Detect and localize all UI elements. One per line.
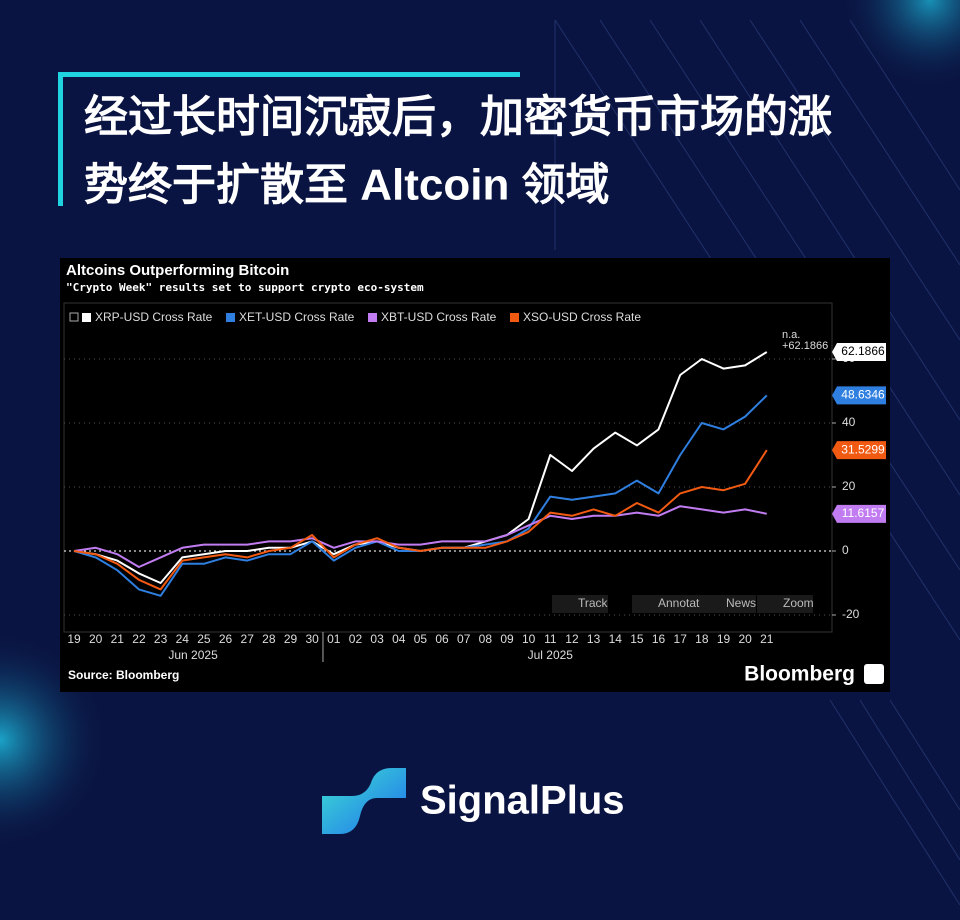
x-tick-label: 25 — [197, 632, 211, 646]
x-tick-label: 19 — [717, 632, 731, 646]
legend-label: XSO-USD Cross Rate — [523, 310, 641, 324]
x-group-label: Jun 2025 — [168, 648, 218, 662]
toolbar-label[interactable]: Annotate — [658, 596, 706, 610]
y-tick-label: 20 — [842, 479, 856, 493]
x-tick-label: 08 — [479, 632, 493, 646]
value-label: 31.5299 — [841, 442, 885, 456]
x-tick-label: 30 — [305, 632, 319, 646]
brand-icon — [864, 664, 884, 684]
y-tick-label: 40 — [842, 415, 856, 429]
legend-label: XET-USD Cross Rate — [239, 310, 355, 324]
x-tick-label: 27 — [241, 632, 255, 646]
x-tick-label: 17 — [674, 632, 688, 646]
annotation: n.a. — [782, 329, 800, 341]
legend-swatch — [510, 313, 519, 322]
x-tick-label: 20 — [738, 632, 752, 646]
x-tick-label: 24 — [176, 632, 190, 646]
annotation: +62.1866 — [782, 340, 828, 352]
y-tick-label: -20 — [842, 607, 860, 621]
value-label-box — [832, 504, 886, 523]
legend-swatch — [82, 313, 91, 322]
legend-toggle[interactable] — [69, 312, 79, 322]
x-tick-label: 16 — [652, 632, 666, 646]
x-tick-label: 06 — [435, 632, 449, 646]
source: Source: Bloomberg — [68, 668, 179, 682]
toolbar-label[interactable]: News — [726, 596, 756, 610]
value-label-box — [832, 441, 886, 460]
plot-frame — [63, 302, 833, 633]
x-group-label: Jul 2025 — [528, 648, 574, 662]
page-title: 势终于扩散至 Altcoin 领域 — [84, 161, 610, 210]
x-tick-label: 14 — [609, 632, 623, 646]
x-tick-label: 26 — [219, 632, 233, 646]
x-tick-label: 11 — [544, 632, 557, 646]
x-tick-label: 09 — [500, 632, 514, 646]
footer-brand: SignalPlus — [420, 779, 625, 823]
legend-swatch — [368, 313, 377, 322]
toolbar-button[interactable] — [632, 595, 710, 613]
x-tick-label: 23 — [154, 632, 168, 646]
x-tick-label: 13 — [587, 632, 601, 646]
value-label-box — [832, 386, 886, 405]
value-label: 62.1866 — [841, 344, 885, 358]
x-tick-label: 03 — [370, 632, 384, 646]
series-line — [73, 449, 768, 591]
x-tick-label: 18 — [695, 632, 709, 646]
page-title: 经过长时间沉寂后，加密货币市场的涨 — [84, 93, 832, 142]
toolbar-button[interactable] — [552, 595, 608, 613]
legend-label: XBT-USD Cross Rate — [381, 310, 497, 324]
toolbar-button[interactable] — [757, 595, 813, 613]
x-tick-label: 01 — [327, 632, 341, 646]
series-line — [73, 505, 767, 568]
glow — [840, 0, 960, 90]
x-tick-label: 02 — [349, 632, 363, 646]
x-tick-label: 21 — [760, 632, 774, 646]
toolbar-label[interactable]: Track — [578, 596, 609, 610]
x-tick-label: 20 — [89, 632, 103, 646]
legend-swatch — [226, 313, 235, 322]
value-label: 48.6346 — [841, 388, 885, 402]
brand: Bloomberg — [744, 663, 855, 686]
toolbar-label[interactable]: Zoom — [783, 596, 814, 610]
legend-label: XRP-USD Cross Rate — [95, 310, 213, 324]
x-tick-label: 21 — [111, 632, 125, 646]
x-tick-label: 04 — [392, 632, 406, 646]
chart-title: Altcoins Outperforming Bitcoin — [66, 262, 289, 279]
x-tick-label: 12 — [565, 632, 579, 646]
y-tick-label: 0 — [842, 543, 849, 557]
x-tick-label: 19 — [67, 632, 81, 646]
chart-subtitle: "Crypto Week" results set to support cry… — [66, 281, 424, 294]
value-label-box — [832, 343, 886, 362]
value-label: 11.6157 — [842, 506, 885, 520]
x-tick-label: 15 — [630, 632, 644, 646]
title-bracket — [58, 72, 520, 206]
x-tick-label: 10 — [522, 632, 536, 646]
x-tick-label: 28 — [262, 632, 276, 646]
x-tick-label: 07 — [457, 632, 471, 646]
logo-icon — [322, 768, 406, 834]
toolbar-button[interactable] — [700, 595, 756, 613]
x-tick-label: 05 — [414, 632, 428, 646]
x-tick-label: 22 — [132, 632, 146, 646]
x-tick-label: 29 — [284, 632, 298, 646]
